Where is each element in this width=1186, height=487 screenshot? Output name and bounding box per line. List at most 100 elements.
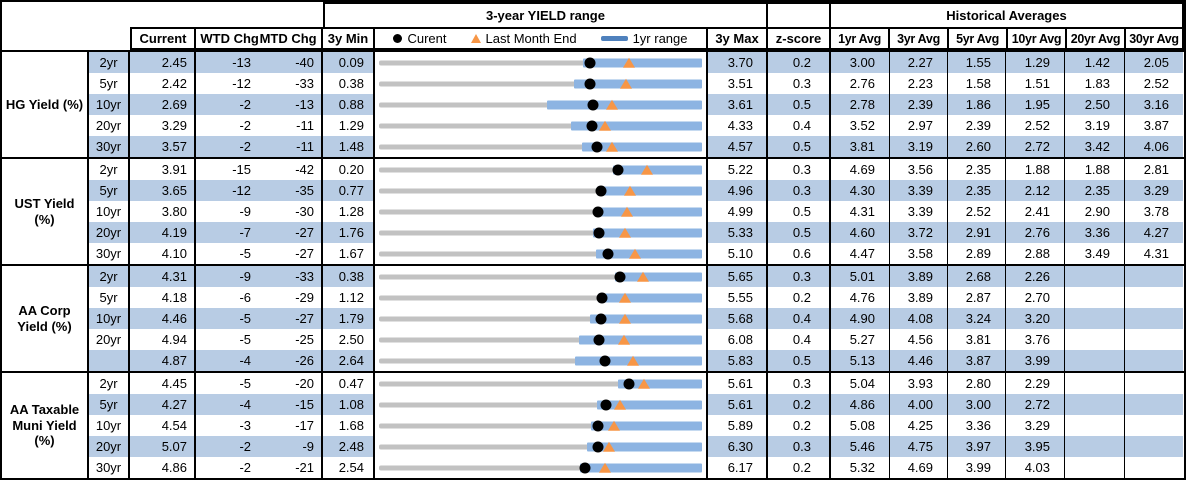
range-track-3y (379, 209, 702, 214)
cell-hist-avg: 1.88 (1065, 159, 1125, 180)
cell-hist-avg: 4.75 (890, 436, 948, 457)
cell-hist-avg: 5.46 (831, 436, 890, 457)
tenor-label: 30yr (89, 457, 130, 478)
legend-current-label: Curent (407, 31, 447, 46)
current-marker (612, 164, 624, 175)
cell-hist-avg: 2.88 (1006, 243, 1065, 264)
cell-hist-avg: 3.29 (1125, 180, 1183, 201)
cell-hist-avg (1065, 308, 1125, 329)
cell-hist-avg (1125, 350, 1183, 371)
range-plot (379, 73, 702, 94)
cell-current: 3.57 (130, 136, 196, 157)
current-marker (593, 227, 605, 238)
tenor-label: 10yr (89, 94, 130, 115)
range-bar-1y (590, 421, 702, 430)
cell-hist-avg (1125, 394, 1183, 415)
cell-hist-avg: 1.42 (1065, 52, 1125, 73)
cell-3y-min: 0.38 (323, 266, 375, 287)
current-marker (596, 292, 608, 303)
col-header-current: Current (130, 27, 196, 50)
col-header-1yr-avg: 1yr Avg (831, 27, 890, 50)
cell-hist-avg: 4.00 (890, 394, 948, 415)
cell-hist-avg: 3.72 (890, 222, 948, 243)
current-marker (614, 271, 626, 282)
last-month-end-marker (641, 164, 654, 175)
cell-hist-avg: 2.52 (948, 201, 1006, 222)
cell-3y-max: 5.10 (708, 243, 768, 264)
cell-hist-avg: 1.86 (948, 94, 1006, 115)
cell-hist-avg: 3.89 (890, 266, 948, 287)
table-row: 20yr 4.94 -5 -25 2.50 6.08 0.4 5.27 4.56 3.81 3.76 (89, 329, 1184, 350)
tenor-label: 20yr (89, 329, 130, 350)
cell-hist-avg: 3.89 (890, 287, 948, 308)
cell-hist-avg (1065, 287, 1125, 308)
cell-current: 4.94 (130, 329, 196, 350)
current-marker (591, 141, 603, 152)
cell-current: 4.46 (130, 308, 196, 329)
cell-hist-avg: 2.81 (1125, 159, 1183, 180)
cell-3y-max: 4.96 (708, 180, 768, 201)
cell-hist-avg: 3.00 (948, 394, 1006, 415)
range-track-3y (379, 81, 702, 86)
cell-hist-avg (1125, 266, 1183, 287)
last-month-end-marker (599, 120, 612, 131)
cell-current: 2.42 (130, 73, 196, 94)
cell-3y-max: 6.08 (708, 329, 768, 350)
last-month-end-marker (622, 57, 635, 68)
range-chart (375, 350, 708, 371)
cell-wtd-chg: -4 (196, 350, 258, 371)
cell-zscore: 0.3 (768, 373, 831, 394)
cell-hist-avg: 2.72 (1006, 394, 1065, 415)
range-chart (375, 394, 708, 415)
table-row: 30yr 3.57 -2 -11 1.48 4.57 0.5 3.81 3.19 2.60 2.72… (89, 136, 1184, 157)
cell-hist-avg: 4.47 (831, 243, 890, 264)
yield-group: UST Yield (%) 2yr 3.91 -15 -42 0.20 5.22 0.3 4.6… (2, 157, 1184, 264)
range-track-3y (379, 274, 702, 279)
cell-wtd-chg: -2 (196, 136, 258, 157)
cell-hist-avg (1125, 457, 1183, 478)
cell-hist-avg (1125, 308, 1183, 329)
last-month-end-marker (613, 399, 626, 410)
cell-hist-avg: 3.93 (890, 373, 948, 394)
range-bar-1y (579, 335, 702, 344)
last-month-end-marker (629, 248, 642, 259)
range-track-3y (379, 60, 702, 65)
cell-hist-avg: 3.16 (1125, 94, 1183, 115)
table-row: 2yr 3.91 -15 -42 0.20 5.22 0.3 4.69 3.56 2.35 1.88… (89, 159, 1184, 180)
table-row: 10yr 3.80 -9 -30 1.28 4.99 0.5 4.31 3.39 2.52 2.41… (89, 201, 1184, 222)
cell-hist-avg: 3.87 (1125, 115, 1183, 136)
cell-hist-avg: 1.29 (1006, 52, 1065, 73)
range-track-3y (379, 102, 702, 107)
range-bar-1y (597, 186, 702, 195)
table-row: 10yr 4.46 -5 -27 1.79 5.68 0.4 4.90 4.08 3.24 3.20 (89, 308, 1184, 329)
range-chart (375, 159, 708, 180)
range-plot (379, 115, 702, 136)
range-track-3y (379, 167, 702, 172)
cell-hist-avg: 2.78 (831, 94, 890, 115)
cell-hist-avg: 4.25 (890, 415, 948, 436)
legend-current: Curent (393, 31, 447, 46)
table-row: 2yr 4.45 -5 -20 0.47 5.61 0.3 5.04 3.93 2.80 2.29 (89, 373, 1184, 394)
cell-current: 4.86 (130, 457, 196, 478)
table-row: 5yr 2.42 -12 -33 0.38 3.51 0.3 2.76 2.23 1.58 1.51… (89, 73, 1184, 94)
cell-hist-avg: 2.50 (1065, 94, 1125, 115)
range-plot (379, 457, 702, 478)
cell-zscore: 0.3 (768, 159, 831, 180)
cell-mtd-chg: -42 (258, 159, 323, 180)
header-top-left-spacer (2, 2, 323, 27)
cell-wtd-chg: -12 (196, 180, 258, 201)
current-marker (595, 313, 607, 324)
last-month-end-marker (599, 462, 611, 473)
cell-hist-avg: 2.76 (1006, 222, 1065, 243)
tenor-label: 5yr (89, 73, 130, 94)
tenor-label (89, 350, 130, 371)
cell-hist-avg: 1.95 (1006, 94, 1065, 115)
tenor-label: 20yr (89, 115, 130, 136)
cell-wtd-chg: -15 (196, 159, 258, 180)
last-month-end-marker (617, 334, 630, 345)
cell-wtd-chg: -9 (196, 266, 258, 287)
cell-mtd-chg: -27 (258, 308, 323, 329)
cell-3y-max: 4.99 (708, 201, 768, 222)
col-header-5yr-avg: 5yr Avg (949, 27, 1008, 50)
range-chart (375, 287, 708, 308)
